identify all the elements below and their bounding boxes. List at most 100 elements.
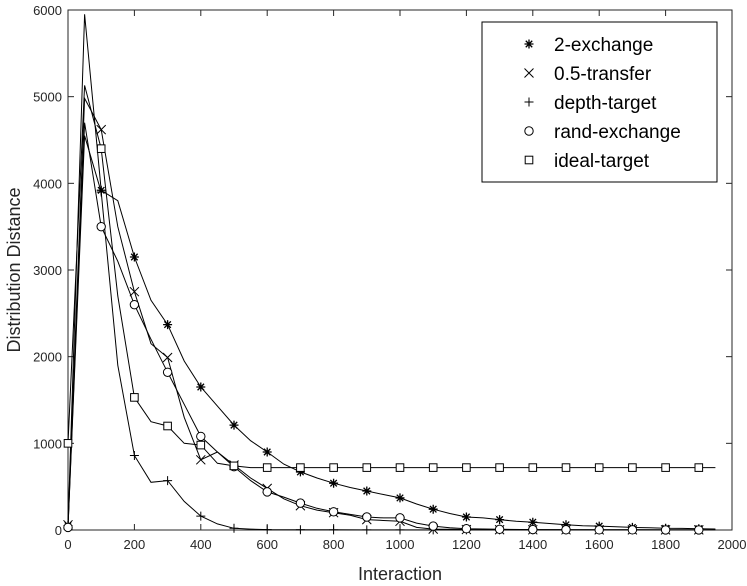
data-point-rand-exchange (627, 525, 638, 535)
data-point-rand-exchange (96, 221, 106, 232)
legend-marker-ideal-target (524, 155, 534, 165)
series-depth-target (63, 135, 716, 535)
x-tick-label: 600 (256, 537, 278, 552)
data-point-rand-exchange (196, 431, 206, 442)
data-point-depth-target (229, 523, 239, 533)
data-point-0.5-transfer (162, 352, 173, 363)
y-tick-label: 5000 (33, 90, 62, 105)
data-point-rand-exchange (328, 507, 339, 517)
data-point-rand-exchange (494, 524, 505, 535)
data-point-rand-exchange (129, 299, 140, 310)
data-point-2-exchange (163, 320, 173, 330)
data-point-2-exchange (196, 382, 206, 392)
data-point-rand-exchange (694, 525, 704, 535)
data-point-ideal-target (329, 463, 338, 472)
legend-marker-depth-target (524, 97, 534, 107)
x-tick-label: 1200 (452, 537, 481, 552)
data-point-depth-target (395, 525, 405, 535)
data-point-depth-target (362, 525, 372, 535)
data-point-ideal-target (561, 463, 571, 472)
legend-label: 2-exchange (554, 35, 653, 56)
x-tick-label: 1600 (585, 537, 614, 552)
data-point-2-exchange (561, 520, 571, 530)
x-tick-label: 200 (124, 537, 146, 552)
data-point-rand-exchange (461, 524, 472, 534)
data-point-ideal-target (130, 393, 139, 402)
data-point-2-exchange (262, 447, 272, 457)
legend-label: rand-exchange (554, 122, 681, 143)
y-tick-label: 4000 (33, 176, 62, 191)
x-tick-label: 2000 (718, 537, 747, 552)
data-point-ideal-target (196, 440, 206, 450)
axes: 0 200 400 600 800 1000 1200 1400 1600 1800 2000 0 10… (33, 3, 746, 552)
series-rand-exchange (63, 122, 716, 535)
data-point-ideal-target (428, 463, 438, 472)
y-tick-label: 0 (55, 523, 62, 538)
legend-label: 0.5-transfer (554, 64, 652, 85)
data-point-rand-exchange (162, 367, 173, 377)
data-point-2-exchange (362, 486, 372, 496)
data-point-rand-exchange (63, 522, 73, 533)
data-point-2-exchange (428, 504, 438, 514)
data-point-ideal-target (262, 463, 272, 472)
data-point-ideal-target (229, 461, 239, 471)
y-tick-label: 2000 (33, 350, 62, 365)
x-tick-label: 1800 (651, 537, 680, 552)
x-tick-label: 0 (64, 537, 71, 552)
data-point-depth-target (262, 525, 272, 535)
x-tick-label: 1000 (386, 537, 415, 552)
data-point-2-exchange (495, 515, 505, 525)
data-point-2-exchange (129, 252, 139, 262)
data-point-2-exchange (461, 512, 471, 522)
data-point-rand-exchange (395, 513, 405, 523)
legend-box (481, 21, 718, 183)
data-point-depth-target (196, 511, 206, 521)
data-point-rand-exchange (594, 525, 604, 535)
legend-label: depth-target (554, 93, 657, 114)
data-point-ideal-target (63, 439, 73, 448)
series-ideal-target (63, 85, 716, 472)
data-point-2-exchange (229, 420, 239, 430)
data-point-2-exchange (329, 478, 339, 488)
y-tick-label: 1000 (33, 436, 62, 451)
data-point-0.5-transfer (96, 124, 107, 135)
data-point-rand-exchange (295, 498, 306, 508)
legend-marker-0.5-transfer (524, 68, 534, 78)
x-tick-label: 400 (190, 537, 212, 552)
data-point-rand-exchange (362, 512, 372, 522)
data-point-rand-exchange (262, 487, 272, 497)
y-axis-title: Distribution Distance (4, 187, 24, 352)
legend: 2-exchange 0.5-transfer depth-target rand-e… (481, 21, 718, 183)
legend-marker-2-exchange (524, 39, 534, 49)
x-axis-title: Interaction (358, 564, 442, 584)
legend-marker-rand-exchange (524, 126, 534, 136)
y-tick-label: 3000 (33, 263, 62, 278)
data-point-depth-target (96, 187, 106, 197)
data-point-ideal-target (96, 144, 106, 153)
data-point-depth-target (129, 450, 139, 460)
data-point-ideal-target (495, 463, 504, 472)
data-point-rand-exchange (561, 525, 571, 535)
data-point-ideal-target (395, 463, 405, 472)
series-line-2-exchange (67, 14, 716, 530)
data-point-ideal-target (528, 463, 538, 472)
x-tick-label: 800 (323, 537, 345, 552)
series-group (63, 14, 716, 535)
data-point-depth-target (295, 525, 305, 535)
data-point-ideal-target (594, 463, 604, 472)
data-point-rand-exchange (528, 524, 538, 535)
x-tick-label: 1400 (518, 537, 547, 552)
data-point-ideal-target (462, 463, 471, 472)
data-point-ideal-target (163, 421, 172, 431)
data-point-depth-target (163, 476, 173, 486)
data-point-ideal-target (661, 463, 670, 472)
y-tick-label: 6000 (33, 3, 62, 18)
data-point-depth-target (329, 525, 339, 535)
data-point-ideal-target (296, 463, 305, 472)
data-point-2-exchange (395, 493, 405, 503)
data-point-ideal-target (694, 463, 704, 472)
data-point-0.5-transfer (195, 454, 206, 465)
data-point-2-exchange (295, 467, 305, 477)
data-point-ideal-target (362, 463, 372, 472)
